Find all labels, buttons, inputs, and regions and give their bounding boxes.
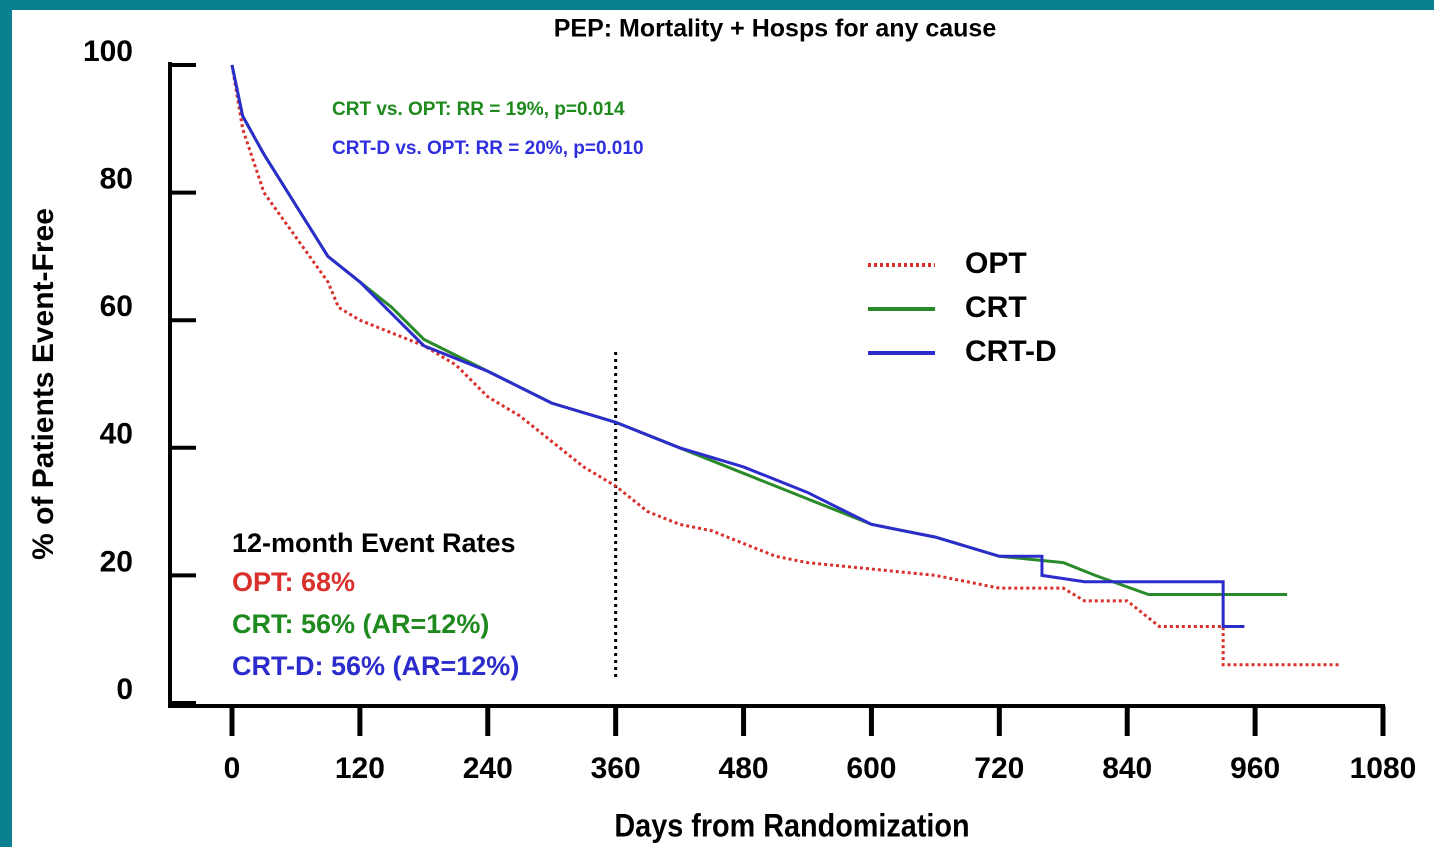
- y-tick-label: 20: [100, 545, 133, 578]
- x-tick-label: 960: [1230, 752, 1280, 785]
- legend-label: CRT-D: [965, 335, 1057, 368]
- x-tick-label: 0: [224, 752, 241, 785]
- series-line: [230, 64, 1245, 628]
- x-tick-label: 1080: [1350, 752, 1417, 785]
- x-tick-label: 240: [463, 752, 513, 785]
- y-tick-label: 40: [100, 418, 133, 451]
- y-axis-label: % of Patients Event-Free: [27, 208, 60, 560]
- x-tick-label: 480: [719, 752, 769, 785]
- legend-label: CRT: [965, 291, 1027, 324]
- x-tick-label: 840: [1102, 752, 1152, 785]
- y-tick-label: 80: [100, 163, 133, 196]
- x-tick-label: 120: [335, 752, 385, 785]
- event-rate: CRT-D: 56% (AR=12%): [232, 651, 519, 681]
- event-rates-title: 12-month Event Rates: [232, 528, 516, 558]
- event-rate: CRT: 56% (AR=12%): [232, 609, 489, 639]
- chart-title: PEP: Mortality + Hosps for any cause: [554, 15, 997, 43]
- annotation: CRT vs. OPT: RR = 19%, p=0.014: [332, 99, 625, 120]
- series-line: [230, 64, 1341, 667]
- event-rate: OPT: 68%: [232, 567, 355, 597]
- x-tick-label: 360: [591, 752, 641, 785]
- y-tick-label: 60: [100, 290, 133, 323]
- legend-label: OPT: [965, 247, 1027, 280]
- annotation: CRT-D vs. OPT: RR = 20%, p=0.010: [332, 138, 644, 159]
- x-axis-label: Days from Randomization: [614, 808, 969, 844]
- y-tick-label: 0: [116, 673, 133, 706]
- y-tick-label: 100: [83, 35, 133, 68]
- x-tick-label: 600: [846, 752, 896, 785]
- background: [12, 10, 1434, 847]
- x-tick-label: 720: [974, 752, 1024, 785]
